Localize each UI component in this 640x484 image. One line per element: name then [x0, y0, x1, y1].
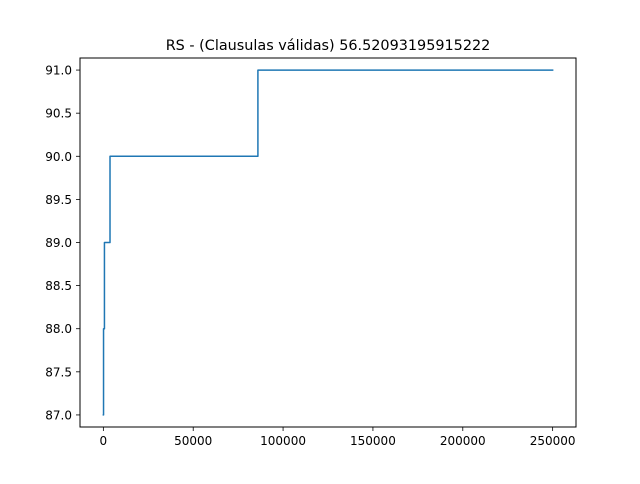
y-tick-label: 87.5 [45, 365, 72, 379]
x-axis: 0 50000 100000 150000 200000 250000 [100, 427, 576, 448]
series-line-0 [102, 69, 554, 416]
y-tick-label: 89.5 [45, 193, 72, 207]
axes-frame [79, 57, 577, 428]
y-tick-label: 88.0 [45, 322, 72, 336]
y-tick-label: 90.0 [45, 150, 72, 164]
chart-title: RS - (Clausulas válidas) 56.520931959152… [166, 38, 491, 54]
x-tick-label: 200000 [440, 434, 486, 448]
plot-area [102, 69, 554, 416]
y-axis: 87.0 87.5 88.0 88.5 89.0 89.5 90.0 90.5 91.0 [45, 64, 80, 422]
x-tick-label: 250000 [530, 434, 576, 448]
y-tick-label: 87.0 [45, 408, 72, 422]
x-tick-label: 150000 [350, 434, 396, 448]
x-tick-label: 100000 [260, 434, 306, 448]
x-tick-label: 0 [100, 434, 108, 448]
y-tick-label: 88.5 [45, 279, 72, 293]
y-tick-label: 91.0 [45, 64, 72, 78]
x-tick-label: 50000 [174, 434, 212, 448]
y-tick-label: 89.0 [45, 236, 72, 250]
y-tick-label: 90.5 [45, 107, 72, 121]
